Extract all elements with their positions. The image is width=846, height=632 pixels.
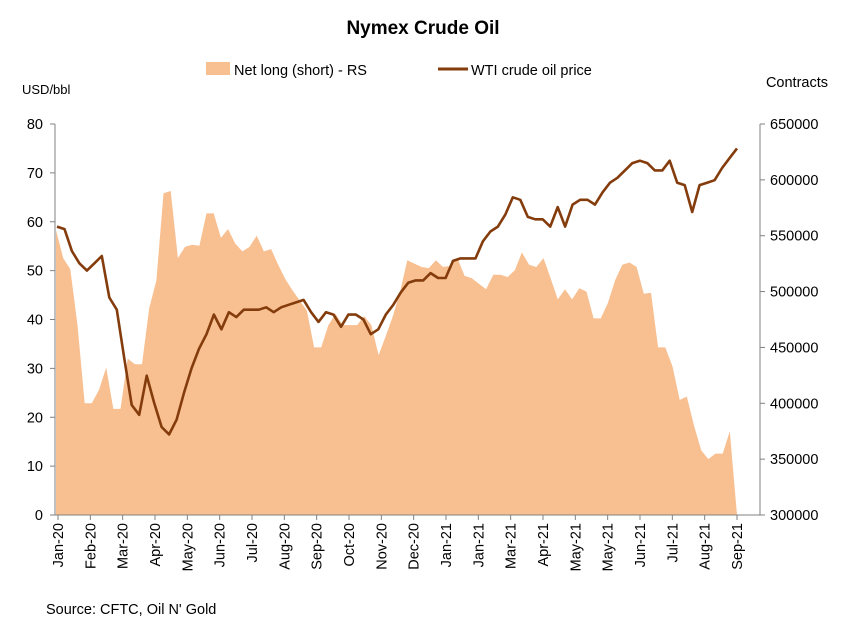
left-tick-label: 20	[27, 410, 43, 426]
x-tick-label: Sep-20	[310, 523, 326, 570]
x-axis-tick-labels: Jan-20 Feb-20 Mar-20 Apr-20 May-20 Jun-20 Jul-…	[51, 523, 746, 571]
right-tick-label: 400000	[770, 396, 818, 412]
x-tick-label: Jul-21	[665, 523, 681, 563]
right-tick-label: 450000	[770, 340, 818, 356]
x-tick-label: May-21	[601, 523, 617, 571]
x-tick-label: Apr-21	[536, 523, 552, 567]
left-tick-label: 80	[27, 117, 43, 133]
x-tick-label: Jan-21	[471, 523, 487, 567]
chart-title: Nymex Crude Oil	[346, 18, 499, 39]
x-tick-label: Aug-21	[698, 523, 714, 570]
x-tick-label: Nov-20	[374, 523, 390, 570]
left-axis-tick-labels: 0 10 20 30 40 50 60 70 80	[27, 117, 43, 524]
left-tick-label: 60	[27, 215, 43, 231]
legend-label-line: WTI crude oil price	[471, 63, 592, 79]
x-tick-label: Mar-21	[504, 523, 520, 569]
right-tick-label: 600000	[770, 173, 818, 189]
x-tick-label: Jun-20	[213, 523, 229, 567]
left-tick-label: 40	[27, 313, 43, 329]
x-tick-label: May-21	[568, 523, 584, 571]
legend: Net long (short) - RS WTI crude oil pric…	[206, 62, 592, 79]
x-tick-label: Aug-20	[277, 523, 293, 570]
legend-label-area: Net long (short) - RS	[234, 63, 367, 79]
x-tick-label: Jul-20	[245, 523, 261, 563]
x-tick-label: Jun-21	[633, 523, 649, 567]
right-axis-tick-labels: 300000 350000 400000 450000 500000 550000 6000…	[770, 117, 818, 524]
right-tick-label: 300000	[770, 508, 818, 524]
right-tick-label: 500000	[770, 285, 818, 301]
net-long-area	[56, 191, 737, 515]
left-tick-label: 0	[35, 508, 43, 524]
x-tick-label: Feb-20	[83, 523, 99, 569]
source-note: Source: CFTC, Oil N' Gold	[46, 602, 216, 618]
x-tick-label: Mar-20	[116, 523, 132, 569]
x-tick-label: Jan-21	[439, 523, 455, 567]
x-tick-label: Sep-21	[730, 523, 746, 570]
left-tick-label: 10	[27, 459, 43, 475]
net-long-area-layer	[56, 191, 737, 515]
x-tick-label: Jan-20	[51, 523, 67, 567]
left-tick-label: 30	[27, 361, 43, 377]
x-tick-label: Oct-20	[342, 523, 358, 567]
x-tick-label: May-20	[180, 523, 196, 571]
axes	[50, 123, 765, 520]
legend-swatch-area	[206, 62, 230, 75]
wti-price-line	[56, 147, 739, 436]
right-tick-label: 550000	[770, 229, 818, 245]
left-axis-unit: USD/bbl	[22, 82, 71, 97]
left-tick-label: 70	[27, 166, 43, 182]
x-tick-label: Apr-20	[148, 523, 164, 567]
right-axis-unit: Contracts	[766, 75, 828, 91]
left-tick-label: 50	[27, 264, 43, 280]
right-tick-label: 650000	[770, 117, 818, 133]
x-tick-label: Dec-20	[407, 523, 423, 570]
wti-line-layer	[56, 147, 739, 436]
right-tick-label: 350000	[770, 452, 818, 468]
